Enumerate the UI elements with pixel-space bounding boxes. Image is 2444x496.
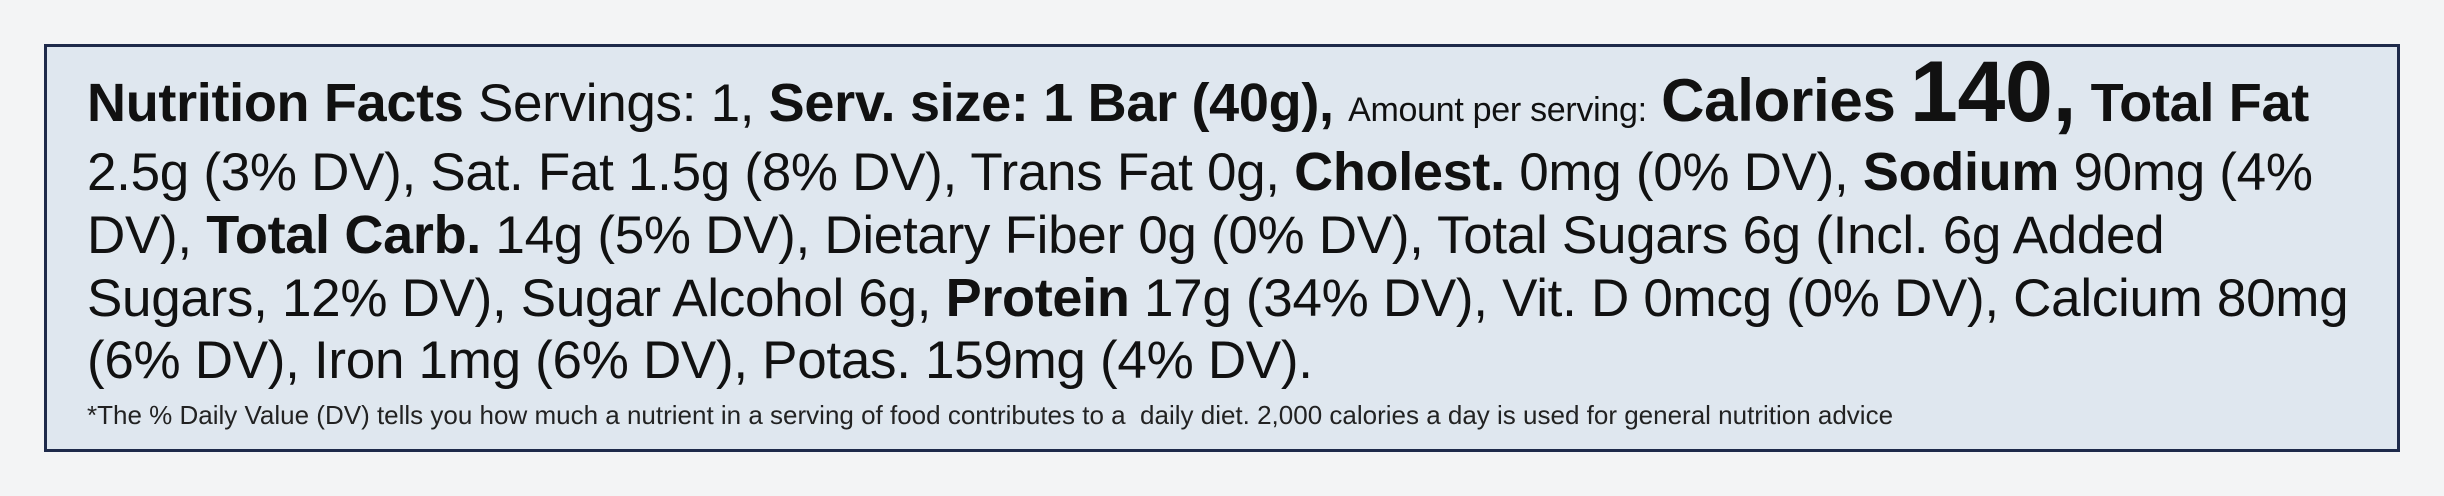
text-segment: 14g (5% DV), Dietary Fiber 0g (0% DV), T…	[87, 206, 2165, 328]
text-segment: Serv. size: 1 Bar (40g),	[768, 73, 1334, 133]
text-segment: Servings: 1,	[477, 74, 755, 133]
text-segment: Total Fat	[2090, 73, 2310, 133]
text-segment: Nutrition Facts	[87, 73, 464, 133]
text-segment: 2.5g (3% DV), Sat. Fat 1.5g (8% DV), Tra…	[87, 143, 1280, 202]
text-segment: Protein	[945, 268, 1130, 328]
text-segment: Total Carb.	[206, 205, 481, 265]
text-segment: 140,	[1909, 44, 2077, 140]
text-segment: 90mg (4% DV),	[87, 143, 2313, 265]
text-segment: Calories	[1661, 67, 1896, 134]
text-segment: 17g (34% DV), Vit. D 0mcg (0% DV), Calci…	[87, 269, 2349, 390]
text-segment: Cholest.	[1294, 142, 1505, 202]
text-segment: Sodium	[1862, 142, 2060, 202]
nutrition-text: Nutrition Facts Servings: 1, Serv. size:…	[87, 49, 2357, 392]
footnote: *The % Daily Value (DV) tells you how mu…	[87, 400, 1894, 430]
text-segment: Amount per serving:	[1348, 91, 1647, 129]
text-segment: 0mg (0% DV),	[1519, 143, 1849, 202]
nutrition-panel: Nutrition Facts Servings: 1, Serv. size:…	[44, 44, 2400, 452]
